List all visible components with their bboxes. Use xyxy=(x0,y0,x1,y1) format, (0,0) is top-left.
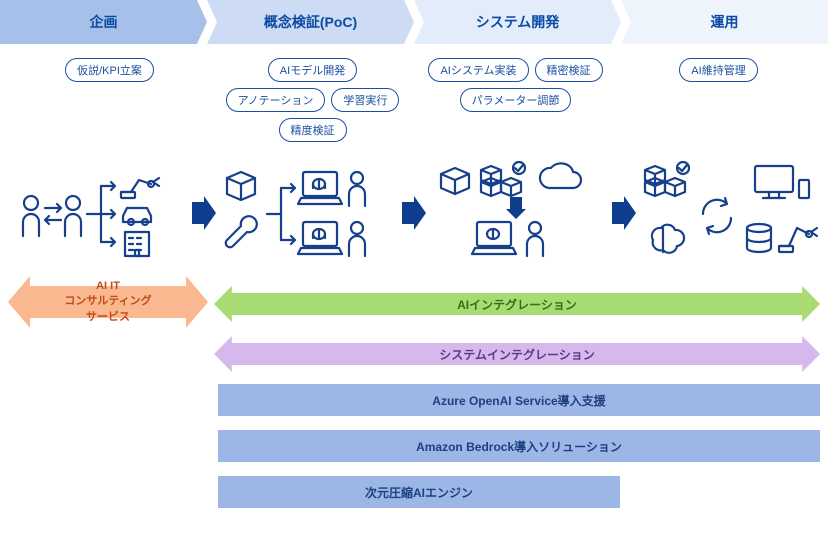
band-label: Amazon Bedrock導入ソリューション xyxy=(416,438,622,455)
band-label: AIインテグレーション xyxy=(457,296,577,313)
tag-pill: パラメーター調節 xyxy=(460,88,572,112)
band-azure: Azure OpenAI Service導入支援 xyxy=(218,384,820,416)
tag-pill: AIモデル開発 xyxy=(268,58,357,82)
phase-label: 概念検証(PoC) xyxy=(264,12,357,32)
tag-pill: アノテーション xyxy=(226,88,326,112)
band-engine: 次元圧縮AIエンジン xyxy=(218,476,620,508)
tag-pill: AI維持管理 xyxy=(679,58,757,82)
consulting-label: AI ITコンサルティングサービス xyxy=(64,279,151,325)
band-bedrock: Amazon Bedrock導入ソリューション xyxy=(218,430,820,462)
tag-pill: 仮説/KPI立案 xyxy=(65,58,154,82)
consulting-service: AI ITコンサルティングサービス xyxy=(8,272,208,332)
band-label: 次元圧縮AIエンジン xyxy=(365,484,473,501)
icons-planning xyxy=(6,158,192,268)
phase-dev: システム開発 xyxy=(414,0,621,44)
arrow-icon xyxy=(192,196,216,230)
phase-label: 運用 xyxy=(711,12,739,32)
band-label: Azure OpenAI Service導入支援 xyxy=(432,392,605,409)
phase-header: 企画 概念検証(PoC) システム開発 運用 xyxy=(0,0,828,44)
tags-col-3: AIシステム実装精密検証パラメーター調節 xyxy=(414,58,617,142)
phase-label: 企画 xyxy=(90,12,118,32)
phase-label: システム開発 xyxy=(476,12,560,32)
tag-pill: AIシステム実装 xyxy=(428,58,528,82)
tag-pill: 精度検証 xyxy=(279,118,347,142)
tag-pill: 精密検証 xyxy=(535,58,603,82)
arrow-icon xyxy=(612,196,636,230)
tags-col-2: AIモデル開発アノテーション学習実行精度検証 xyxy=(211,58,414,142)
band-label: システムインテグレーション xyxy=(439,346,594,363)
band-sys-integration: システムインテグレーション xyxy=(214,336,820,372)
icons-dev xyxy=(426,158,612,268)
tags-col-4: AI維持管理 xyxy=(617,58,820,142)
icons-poc xyxy=(216,158,402,268)
tags-row: 仮説/KPI立案 AIモデル開発アノテーション学習実行精度検証 AIシステム実装… xyxy=(0,44,828,152)
phase-poc: 概念検証(PoC) xyxy=(207,0,414,44)
tags-col-1: 仮説/KPI立案 xyxy=(8,58,211,142)
phase-planning: 企画 xyxy=(0,0,207,44)
band-ai-integration: AIインテグレーション xyxy=(214,286,820,322)
icons-ops xyxy=(636,158,822,268)
service-bands: AI ITコンサルティングサービス AIインテグレーション システムインテグレー… xyxy=(0,282,828,530)
arrow-icon xyxy=(402,196,426,230)
tag-pill: 学習実行 xyxy=(331,88,399,112)
phase-ops: 運用 xyxy=(621,0,828,44)
icons-row xyxy=(0,152,828,282)
